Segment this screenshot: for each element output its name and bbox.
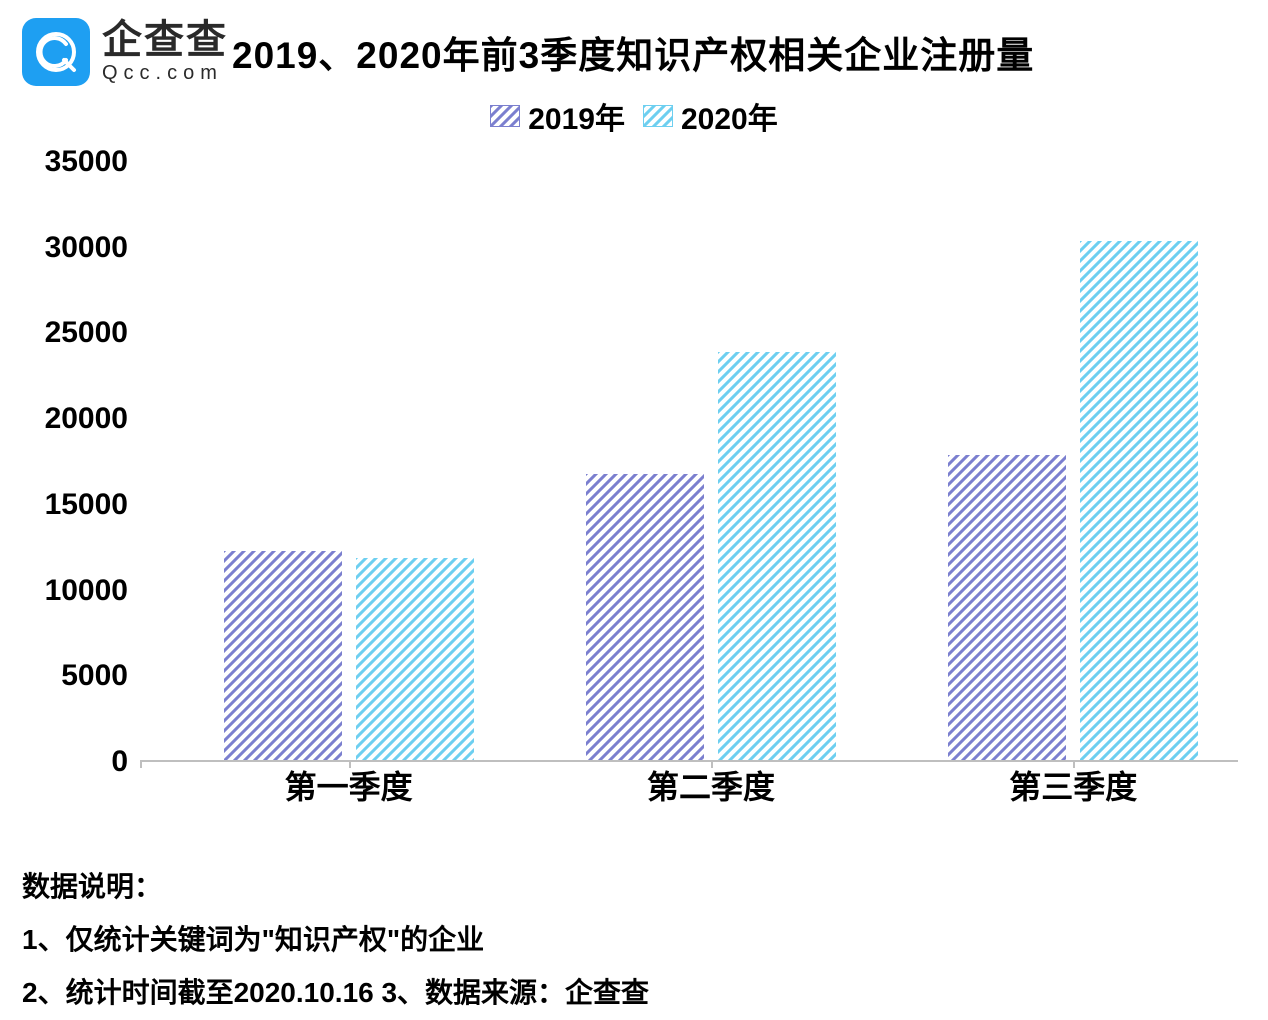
bar-2020年-第三季度 — [1080, 241, 1198, 760]
legend-label-2020: 2020年 — [681, 94, 778, 138]
notes-line-1: 1、仅统计关键词为"知识产权"的企业 — [22, 913, 1268, 966]
bar-2020年-第二季度 — [718, 352, 836, 760]
legend-item-2019: 2019年 — [490, 94, 625, 138]
y-tick-label: 20000 — [45, 402, 128, 436]
brand-logo: 企查查 Qcc.com — [22, 18, 228, 86]
plot-area — [140, 162, 1238, 762]
y-tick-label: 15000 — [45, 488, 128, 522]
brand-name-en: Qcc.com — [102, 62, 228, 85]
notes-line-2: 2、统计时间截至2020.10.16 3、数据来源：企查查 — [22, 966, 1268, 1019]
legend-swatch-2019 — [490, 105, 520, 127]
y-tick-label: 35000 — [45, 145, 128, 179]
x-tick-label: 第一季度 — [285, 762, 413, 808]
bar-group — [586, 352, 836, 760]
data-notes: 数据说明： 1、仅统计关键词为"知识产权"的企业 2、统计时间截至2020.10… — [22, 860, 1268, 1020]
bar-2019年-第一季度 — [224, 551, 342, 760]
y-tick-label: 25000 — [45, 316, 128, 350]
bar-2019年-第三季度 — [948, 455, 1066, 760]
y-tick-label: 10000 — [45, 574, 128, 608]
qcc-logo-icon — [22, 18, 90, 86]
legend: 2019年 2020年 — [0, 94, 1268, 138]
brand-name-cn: 企查查 — [102, 20, 228, 60]
chart-area: 05000100001500020000250003000035000 第一季度… — [30, 162, 1238, 802]
x-tick-label: 第三季度 — [1009, 762, 1137, 808]
bar-group — [224, 551, 474, 760]
y-tick-label: 5000 — [61, 659, 128, 693]
legend-label-2019: 2019年 — [528, 94, 625, 138]
qcc-c-icon — [32, 28, 80, 76]
y-tick-label: 30000 — [45, 231, 128, 265]
x-tick-label: 第二季度 — [647, 762, 775, 808]
y-tick-label: 0 — [111, 745, 128, 779]
x-axis-labels: 第一季度 第二季度 第三季度 — [140, 762, 1238, 810]
bar-2019年-第二季度 — [586, 474, 704, 760]
header: 企查查 Qcc.com 2019、2020年前3季度知识产权相关企业注册量 — [0, 0, 1268, 86]
notes-heading: 数据说明： — [22, 860, 1268, 913]
legend-item-2020: 2020年 — [643, 94, 778, 138]
legend-swatch-2020 — [643, 105, 673, 127]
bar-group — [948, 241, 1198, 760]
chart-title: 2019、2020年前3季度知识产权相关企业注册量 — [232, 25, 1034, 79]
y-axis: 05000100001500020000250003000035000 — [30, 162, 140, 762]
bar-2020年-第一季度 — [356, 558, 474, 760]
